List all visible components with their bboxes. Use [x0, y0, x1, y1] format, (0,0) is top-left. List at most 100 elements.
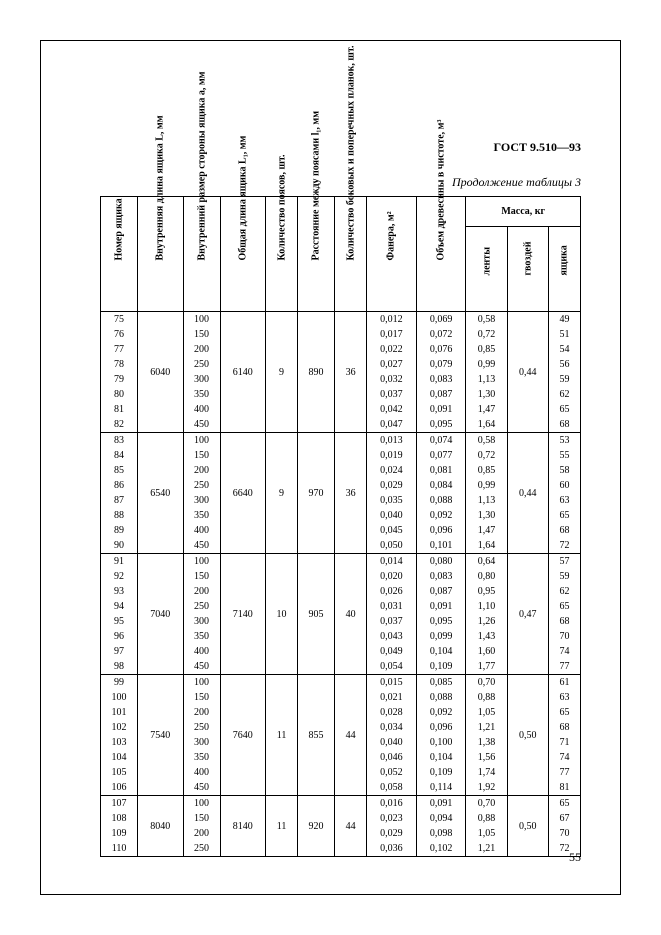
table-cell: 0,019 [367, 448, 417, 463]
table-cell: 250 [183, 357, 220, 372]
table-cell: 350 [183, 387, 220, 402]
table-cell: 920 [298, 796, 335, 857]
table-cell: 0,088 [416, 493, 466, 508]
table-cell: 0,037 [367, 614, 417, 629]
table-cell: 200 [183, 826, 220, 841]
table-cell: 0,017 [367, 327, 417, 342]
table-cell: 1,77 [466, 659, 507, 675]
table-cell: 1,47 [466, 523, 507, 538]
table-cell: 87 [101, 493, 138, 508]
table-cell: 7540 [138, 675, 183, 796]
table-cell: 8040 [138, 796, 183, 857]
table-cell: 0,080 [416, 554, 466, 570]
table-cell: 0,014 [367, 554, 417, 570]
col-header-box-mass: ящика [548, 227, 580, 312]
table-cell: 1,05 [466, 705, 507, 720]
table-cell: 0,029 [367, 478, 417, 493]
table-cell: 68 [548, 614, 580, 629]
table-cell: 1,74 [466, 765, 507, 780]
table-cell: 68 [548, 523, 580, 538]
table-cell: 7140 [220, 554, 265, 675]
table-cell: 65 [548, 705, 580, 720]
col-header-tape-mass: ленты [466, 227, 507, 312]
col-header-nails-mass: гвоздей [507, 227, 548, 312]
table-cell: 890 [298, 312, 335, 433]
table-cell: 1,92 [466, 780, 507, 796]
table-cell: 63 [548, 493, 580, 508]
table-cell: 81 [101, 402, 138, 417]
table-cell: 0,024 [367, 463, 417, 478]
table-cell: 0,64 [466, 554, 507, 570]
table-cell: 250 [183, 599, 220, 614]
table-cell: 1,13 [466, 493, 507, 508]
table-cell: 100 [183, 675, 220, 691]
table-cell: 0,104 [416, 644, 466, 659]
table-cell: 0,049 [367, 644, 417, 659]
table-cell: 10 [266, 554, 298, 675]
table-cell: 0,045 [367, 523, 417, 538]
table-cell: 0,013 [367, 433, 417, 449]
table-cell: 59 [548, 569, 580, 584]
table-cell: 450 [183, 417, 220, 433]
table-cell: 0,036 [367, 841, 417, 857]
table-cell: 0,109 [416, 659, 466, 675]
table-cell: 1,21 [466, 720, 507, 735]
table-cell: 0,081 [416, 463, 466, 478]
table-cell: 36 [335, 433, 367, 554]
table-cell: 77 [548, 659, 580, 675]
table-cell: 107 [101, 796, 138, 812]
table-cell: 1,13 [466, 372, 507, 387]
table-cell: 200 [183, 584, 220, 599]
table-cell: 100 [183, 312, 220, 328]
col-header-total-length: Общая длина ящика L₁, мм [220, 197, 265, 312]
table-cell: 70 [548, 629, 580, 644]
table-cell: 0,101 [416, 538, 466, 554]
data-table: Номер ящика Внутренняя длина ящика L, мм… [100, 196, 581, 857]
table-cell: 0,027 [367, 357, 417, 372]
table-cell: 0,052 [367, 765, 417, 780]
table-cell: 44 [335, 796, 367, 857]
table-cell: 0,094 [416, 811, 466, 826]
table-cell: 0,88 [466, 811, 507, 826]
table-cell: 76 [101, 327, 138, 342]
table-row: 83654010066409970360,0130,0740,580,4453 [101, 433, 581, 449]
table-cell: 78 [101, 357, 138, 372]
table-cell: 7640 [220, 675, 265, 796]
table-cell: 0,44 [507, 312, 548, 433]
table-cell: 0,037 [367, 387, 417, 402]
table-cell: 6140 [220, 312, 265, 433]
table-cell: 77 [101, 342, 138, 357]
table-cell: 100 [101, 690, 138, 705]
table-cell: 95 [101, 614, 138, 629]
table-cell: 55 [548, 448, 580, 463]
table-cell: 71 [548, 735, 580, 750]
table-cell: 450 [183, 780, 220, 796]
table-cell: 250 [183, 841, 220, 857]
table-cell: 6640 [220, 433, 265, 554]
table-cell: 82 [101, 417, 138, 433]
table-cell: 54 [548, 342, 580, 357]
table-cell: 110 [101, 841, 138, 857]
table-cell: 0,031 [367, 599, 417, 614]
table-cell: 49 [548, 312, 580, 328]
table-cell: 96 [101, 629, 138, 644]
table-cell: 11 [266, 796, 298, 857]
table-cell: 1,10 [466, 599, 507, 614]
table-cell: 0,058 [367, 780, 417, 796]
table-cell: 0,050 [367, 538, 417, 554]
table-cell: 0,102 [416, 841, 466, 857]
col-header-inner-side: Внутренний размер стороны ящика a, мм [183, 197, 220, 312]
table-cell: 80 [101, 387, 138, 402]
table-cell: 89 [101, 523, 138, 538]
table-cell: 1,43 [466, 629, 507, 644]
table-cell: 0,096 [416, 523, 466, 538]
table-cell: 0,085 [416, 675, 466, 691]
table-cell: 0,58 [466, 312, 507, 328]
table-cell: 0,079 [416, 357, 466, 372]
table-cell: 1,47 [466, 402, 507, 417]
table-cell: 85 [101, 463, 138, 478]
table-cell: 68 [548, 720, 580, 735]
table-cell: 0,084 [416, 478, 466, 493]
table-cell: 1,60 [466, 644, 507, 659]
table-cell: 250 [183, 478, 220, 493]
